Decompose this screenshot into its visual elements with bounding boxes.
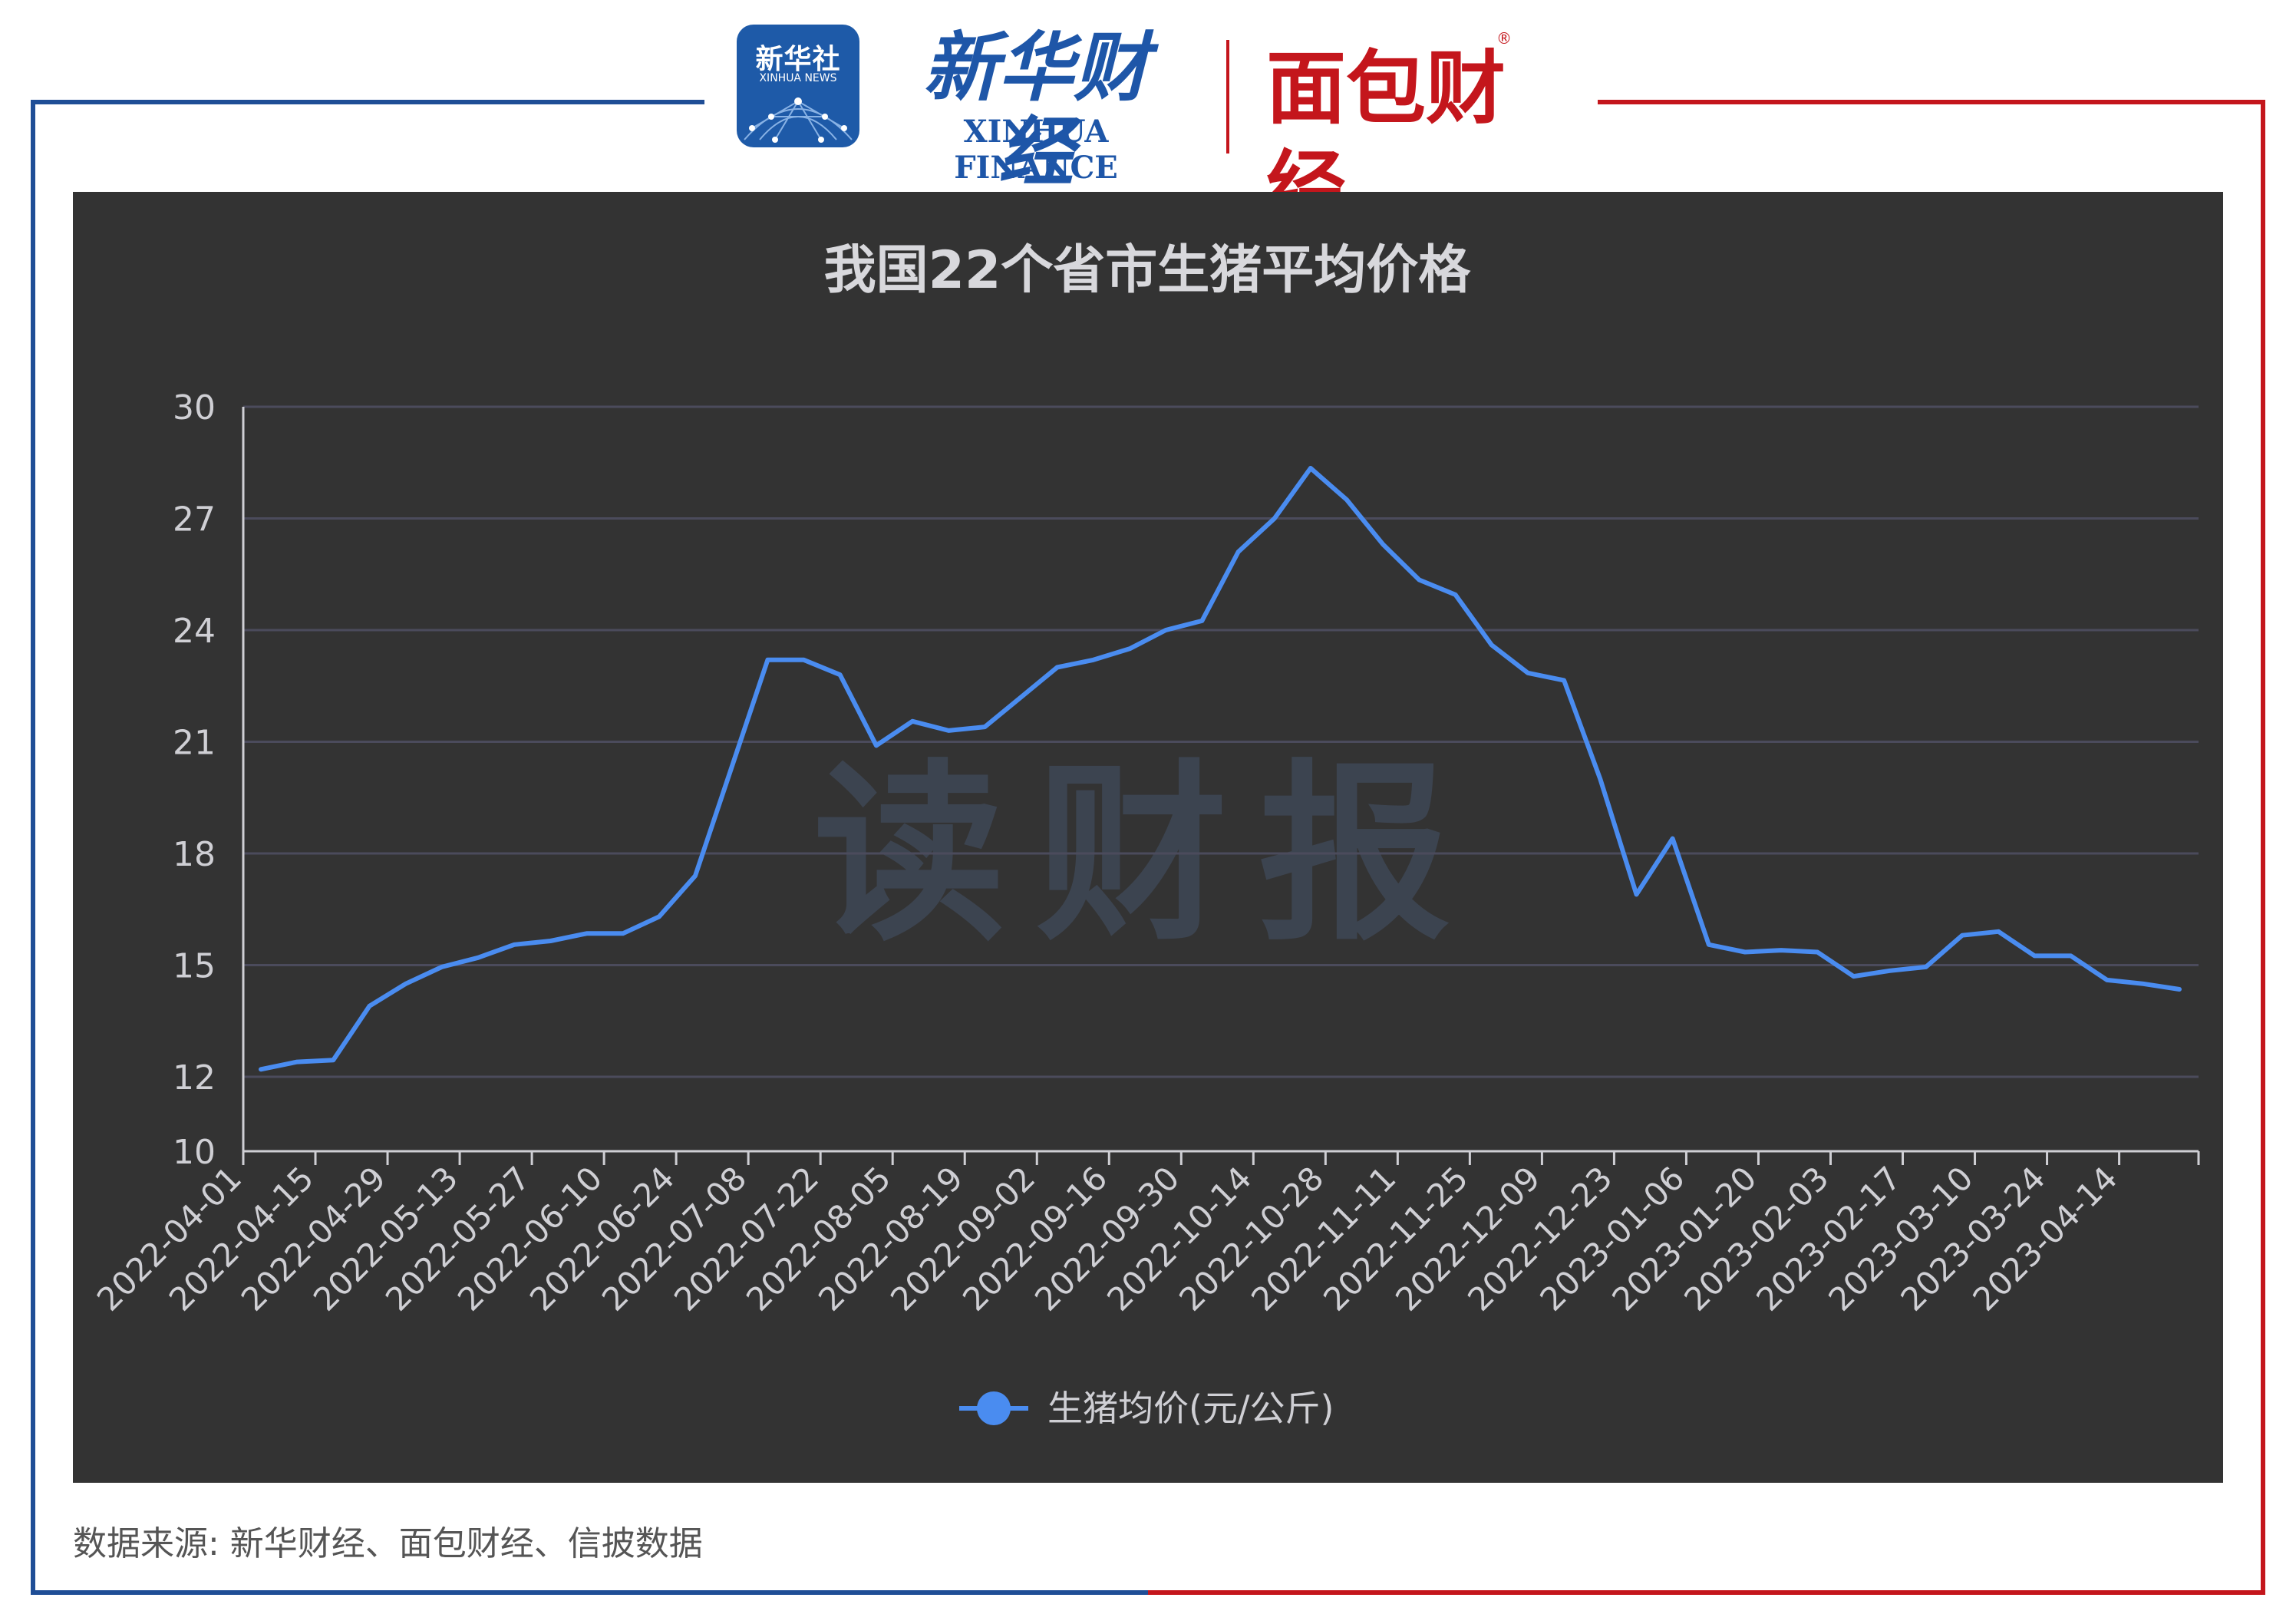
legend-marker-icon	[977, 1391, 1011, 1425]
legend-label[interactable]: 生猪均价(元/公斤)	[1047, 1388, 1334, 1429]
frame-top-left-line	[31, 100, 704, 104]
data-source-note: 数据来源: 新华财经、面包财经、信披数据	[73, 1524, 703, 1563]
y-tick-label: 18	[173, 835, 216, 874]
y-tick-label: 15	[173, 947, 216, 986]
y-tick-label: 10	[173, 1133, 216, 1172]
xinhua-finance-logo-en: XINHUA FINANCE	[954, 114, 1118, 186]
xinhua-news-logo-en: XINHUA NEWS	[759, 72, 837, 84]
series-layer	[259, 466, 2182, 1072]
frame-bottom-left-line	[31, 1590, 1148, 1595]
legend[interactable]: 生猪均价(元/公斤)	[959, 1388, 1334, 1429]
y-tick-label: 24	[173, 612, 216, 651]
frame-top-right-line	[1598, 100, 2265, 104]
registered-mark: ®	[1496, 29, 1512, 48]
xinhua-news-logo: 新华社 XINHUA NEWS	[737, 25, 859, 147]
axes	[242, 407, 2200, 1165]
xinhua-finance-logo-cn: 新华财经	[922, 25, 1149, 196]
series-line	[259, 466, 2182, 1072]
x-axis-tick-labels: 2022-04-012022-04-152022-04-292022-05-13…	[90, 1159, 2125, 1318]
header-divider	[1226, 40, 1229, 153]
frame-bottom-right-line	[1148, 1590, 2265, 1595]
frame-left-line	[31, 100, 35, 1595]
grid-lines	[243, 405, 2199, 1078]
xinhua-news-logo-cn: 新华社	[755, 44, 841, 75]
chart-panel: 读财报 我国22个省市生猪平均价格 10 12 15 18 21 24 27 30 2022-…	[73, 192, 2223, 1483]
y-tick-label: 12	[173, 1058, 216, 1098]
header-logos: 新华社 XINHUA NEWS 新华财经 XINHUA FINANCE 面包财经…	[737, 21, 1565, 235]
y-tick-label: 21	[173, 724, 216, 763]
y-tick-label: 27	[173, 500, 216, 540]
y-tick-label: 30	[173, 388, 216, 427]
frame-right-line	[2261, 100, 2265, 1595]
chart-title: 我国22个省市生猪平均价格	[824, 240, 1472, 301]
y-axis-tick-labels: 10 12 15 18 21 24 27 30	[173, 388, 216, 1172]
network-globe-icon	[744, 97, 853, 143]
